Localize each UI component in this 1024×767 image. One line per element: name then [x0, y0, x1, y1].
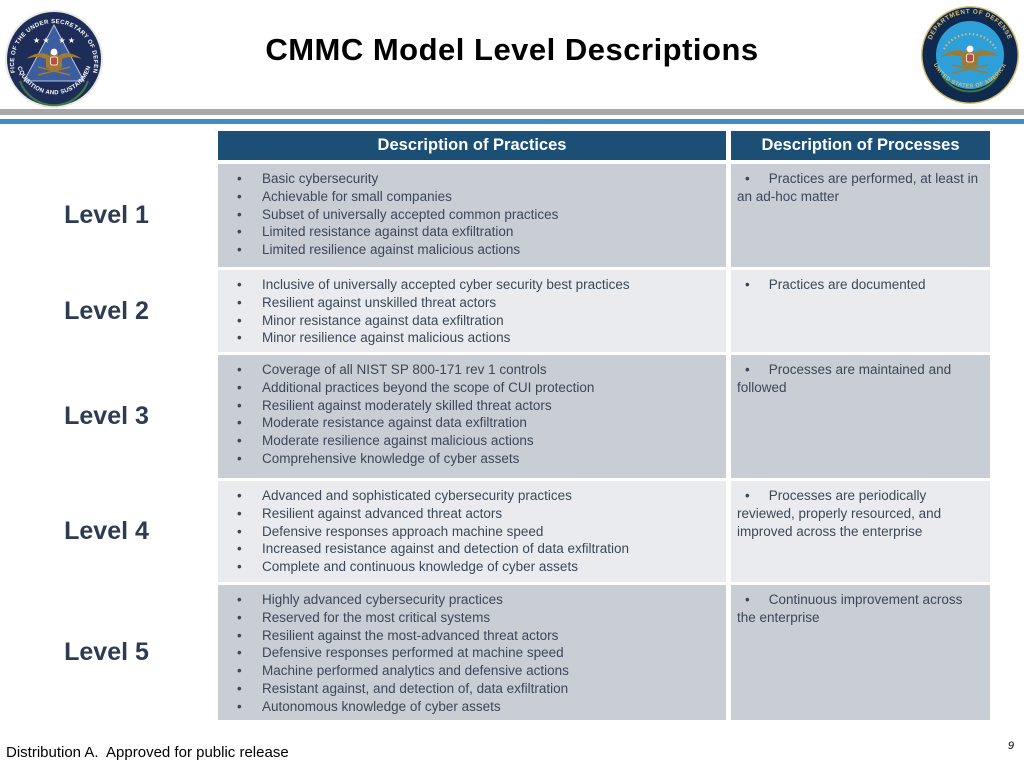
- practices-cell: Advanced and sophisticated cybersecurity…: [218, 481, 726, 582]
- practice-bullet-item: Autonomous knowledge of cyber assets: [218, 698, 720, 716]
- level-label: Level 4: [64, 517, 149, 545]
- table-header-row: Description of Practices Description of …: [0, 131, 990, 160]
- practice-bullet-item: Resistant against, and detection of, dat…: [218, 680, 720, 698]
- practices-cell: Basic cybersecurityAchievable for small …: [218, 164, 726, 267]
- page-title: CMMC Model Level Descriptions: [265, 32, 759, 67]
- level-label: Level 5: [64, 637, 149, 666]
- practice-bullet-item: Basic cybersecurity: [218, 170, 720, 188]
- process-bullet-item: • Practices are documented: [745, 277, 926, 292]
- column-header-processes: Description of Processes: [731, 131, 990, 160]
- practice-bullet-item: Resilient against advanced threat actors: [218, 505, 720, 523]
- practice-bullet-item: Advanced and sophisticated cybersecurity…: [218, 487, 720, 505]
- bullet-icon: •: [745, 592, 750, 607]
- process-bullet-item: • Practices are performed, at least in an…: [737, 171, 979, 204]
- seal-stars: ★ ★ ★ ★: [33, 36, 75, 45]
- practice-bullet-item: Complete and continuous knowledge of cyb…: [218, 558, 720, 576]
- table-row: Level 5 Highly advanced cybersecurity pr…: [0, 585, 990, 720]
- level-label: Level 2: [64, 296, 149, 325]
- table-row: Level 3 Coverage of all NIST SP 800-171 …: [0, 355, 990, 478]
- ousd-acquisition-sustainment-seal-icon: ★ ★ ★ ★ OFFICE OF THE UNDER SECRETARY OF…: [4, 9, 103, 108]
- bullet-icon: •: [745, 171, 750, 186]
- bullet-icon: •: [745, 488, 750, 503]
- practice-bullet-item: Reserved for the most critical systems: [218, 609, 720, 627]
- practice-bullet-item: Subset of universally accepted common pr…: [218, 206, 720, 224]
- distribution-statement: Distribution A. Approved for public rele…: [6, 744, 289, 761]
- practice-bullet-item: Minor resistance against data exfiltrati…: [218, 312, 720, 330]
- divider-blue: [0, 119, 1024, 124]
- practice-bullet-item: Inclusive of universally accepted cyber …: [218, 276, 720, 294]
- process-bullet-item: • Processes are maintained and followed: [737, 362, 952, 395]
- practice-bullet-item: Achievable for small companies: [218, 188, 720, 206]
- practice-bullet-item: Limited resistance against data exfiltra…: [218, 223, 720, 241]
- level-label: Level 1: [64, 201, 149, 229]
- header-spacer: [0, 131, 213, 160]
- process-bullet-item: • Processes are periodically reviewed, pr…: [737, 488, 942, 539]
- column-header-practices: Description of Practices: [218, 131, 726, 160]
- practice-bullet-item: Machine performed analytics and defensiv…: [218, 662, 720, 680]
- cmmc-levels-table: Description of Practices Description of …: [0, 131, 990, 723]
- process-bullet-item: • Continuous improvement across the enter…: [737, 592, 963, 625]
- processes-cell: • Processes are periodically reviewed, pr…: [731, 481, 990, 582]
- practice-bullet-item: Resilient against moderately skilled thr…: [218, 397, 720, 415]
- practice-bullet-item: Comprehensive knowledge of cyber assets: [218, 450, 720, 468]
- practice-bullet-item: Resilient against unskilled threat actor…: [218, 294, 720, 312]
- practices-cell: Inclusive of universally accepted cyber …: [218, 270, 726, 352]
- processes-cell: • Continuous improvement across the enter…: [731, 585, 990, 720]
- practice-bullet-item: Limited resilience against malicious act…: [218, 241, 720, 259]
- table-row: Level 4 Advanced and sophisticated cyber…: [0, 481, 990, 582]
- bullet-icon: •: [745, 277, 750, 292]
- practice-bullet-item: Highly advanced cybersecurity practices: [218, 591, 720, 609]
- practice-bullet-item: Minor resilience against malicious actio…: [218, 329, 720, 347]
- practices-cell: Coverage of all NIST SP 800-171 rev 1 co…: [218, 355, 726, 478]
- practice-bullet-item: Moderate resistance against data exfiltr…: [218, 414, 720, 432]
- practice-bullet-item: Resilient against the most-advanced thre…: [218, 627, 720, 645]
- practice-bullet-item: Defensive responses approach machine spe…: [218, 523, 720, 541]
- practice-bullet-item: Increased resistance against and detecti…: [218, 540, 720, 558]
- table-rows: Level 1 Basic cybersecurityAchievable fo…: [0, 164, 990, 720]
- bullet-icon: •: [745, 362, 750, 377]
- table-row: Level 1 Basic cybersecurityAchievable fo…: [0, 164, 990, 267]
- practice-bullet-item: Moderate resilience against malicious ac…: [218, 432, 720, 450]
- divider-gray: [0, 109, 1024, 115]
- level-label: Level 3: [64, 402, 149, 430]
- processes-cell: • Practices are performed, at least in an…: [731, 164, 990, 267]
- processes-cell: • Practices are documented: [731, 270, 990, 352]
- practice-bullet-item: Additional practices beyond the scope of…: [218, 379, 720, 397]
- table-row: Level 2 Inclusive of universally accepte…: [0, 270, 990, 352]
- practices-cell: Highly advanced cybersecurity practicesR…: [218, 585, 726, 720]
- processes-cell: • Processes are maintained and followed: [731, 355, 990, 478]
- department-of-defense-seal-icon: DEPARTMENT OF DEFENSE UNITED STATES OF A…: [921, 6, 1019, 104]
- page-number: 9: [1007, 740, 1014, 752]
- practice-bullet-item: Defensive responses performed at machine…: [218, 644, 720, 662]
- practice-bullet-item: Coverage of all NIST SP 800-171 rev 1 co…: [218, 361, 720, 379]
